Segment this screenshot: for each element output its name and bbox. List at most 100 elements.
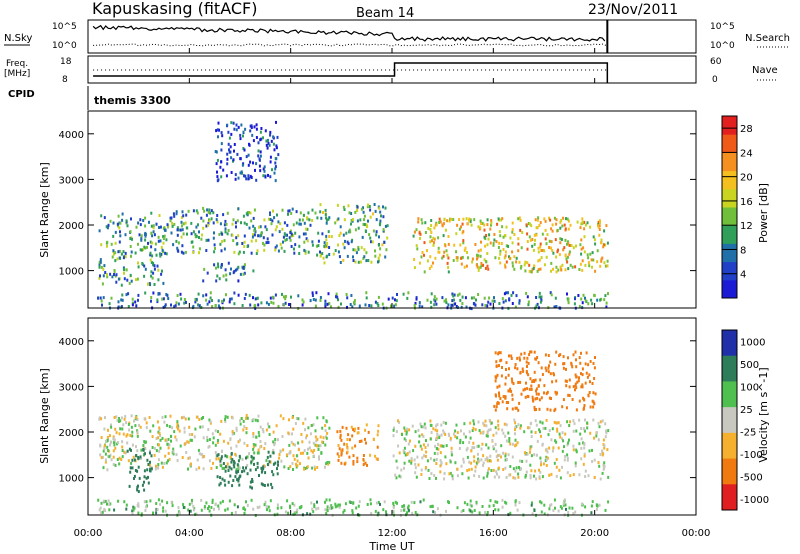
range-cell: [136, 418, 139, 421]
range-cell: [284, 233, 287, 237]
range-cell: [525, 381, 527, 385]
range-cell: [374, 209, 377, 213]
range-cell: [514, 305, 517, 309]
range-cell: [601, 449, 604, 453]
range-cell: [603, 261, 606, 265]
range-cell: [589, 431, 592, 435]
range-cell: [436, 429, 439, 433]
range-cell: [488, 418, 491, 422]
range-cell: [594, 356, 596, 359]
range-cell: [588, 391, 591, 394]
range-cell: [325, 238, 328, 242]
range-cell: [150, 231, 153, 235]
range-cell: [265, 241, 268, 245]
range-cell: [351, 446, 354, 450]
range-cell: [495, 431, 498, 435]
range-cell: [403, 461, 406, 465]
station-title: Kapuskasing (fitACF): [92, 0, 257, 18]
range-cell: [209, 420, 212, 424]
range-cell: [512, 476, 515, 480]
range-cell: [374, 254, 377, 258]
range-cell: [298, 218, 301, 222]
range-cell: [364, 437, 366, 441]
range-cell: [137, 242, 139, 246]
range-cell: [297, 441, 300, 445]
range-cell: [213, 231, 215, 235]
range-cell: [263, 165, 266, 169]
range-cell: [568, 438, 570, 442]
range-cell: [170, 439, 172, 443]
range-cell: [561, 449, 564, 453]
range-cell: [161, 269, 163, 273]
range-cell: [130, 254, 132, 258]
range-cell: [242, 130, 245, 134]
range-cell: [195, 209, 198, 213]
range-cell: [549, 218, 552, 222]
range-cell: [153, 264, 156, 268]
range-cell: [362, 222, 365, 226]
range-cell: [575, 375, 578, 379]
range-cell: [359, 218, 362, 222]
range-cell: [430, 219, 433, 222]
range-cell: [477, 249, 480, 253]
range-cell: [345, 293, 348, 296]
range-cell: [248, 452, 251, 456]
range-cell: [541, 232, 544, 236]
range-cell: [236, 463, 239, 467]
range-cell: [177, 506, 180, 510]
range-cell: [533, 408, 536, 412]
range-cell: [139, 425, 142, 429]
range-cell: [538, 224, 541, 227]
range-cell: [239, 474, 242, 478]
colorbar-tick-label: 16: [740, 197, 753, 208]
range-cell: [527, 373, 530, 377]
range-cell: [314, 435, 317, 439]
range-cell: [365, 251, 368, 255]
range-cell: [410, 461, 413, 465]
range-cell: [352, 460, 355, 463]
range-cell: [269, 175, 272, 179]
range-cell: [530, 503, 533, 507]
range-cell: [440, 433, 443, 437]
range-cell: [161, 436, 164, 440]
range-cell: [235, 428, 238, 432]
range-cell: [357, 260, 360, 264]
range-cell: [235, 225, 237, 229]
range-cell: [222, 274, 225, 278]
range-cell: [340, 302, 342, 306]
range-cell: [568, 378, 571, 382]
range-cell: [599, 420, 602, 424]
range-cell: [509, 465, 512, 468]
range-cell: [274, 165, 277, 169]
range-cell: [128, 447, 131, 451]
range-cell: [129, 230, 132, 234]
range-cell: [511, 302, 514, 305]
range-cell: [265, 459, 268, 463]
range-cell: [605, 431, 608, 435]
range-cell: [524, 260, 527, 264]
range-cell: [212, 211, 215, 215]
range-cell: [264, 225, 267, 229]
range-cell: [257, 234, 260, 238]
range-cell: [186, 232, 188, 236]
range-cell: [103, 216, 106, 220]
range-cell: [255, 123, 258, 127]
range-cell: [175, 453, 178, 457]
range-cell: [473, 218, 476, 222]
velocity-scatter: [97, 350, 610, 517]
range-cell: [271, 470, 274, 474]
range-cell: [600, 259, 603, 263]
range-cell: [561, 465, 563, 469]
range-cell: [509, 387, 512, 391]
range-cell: [178, 511, 181, 515]
range-cell: [206, 302, 209, 306]
range-cell: [459, 438, 462, 442]
range-cell: [191, 498, 193, 502]
range-cell: [544, 219, 547, 223]
range-cell: [185, 300, 187, 304]
range-cell: [574, 388, 576, 392]
colorbar-swatch: [722, 261, 737, 281]
range-cell: [250, 498, 253, 502]
range-cell: [514, 444, 517, 448]
range-cell: [163, 234, 166, 238]
